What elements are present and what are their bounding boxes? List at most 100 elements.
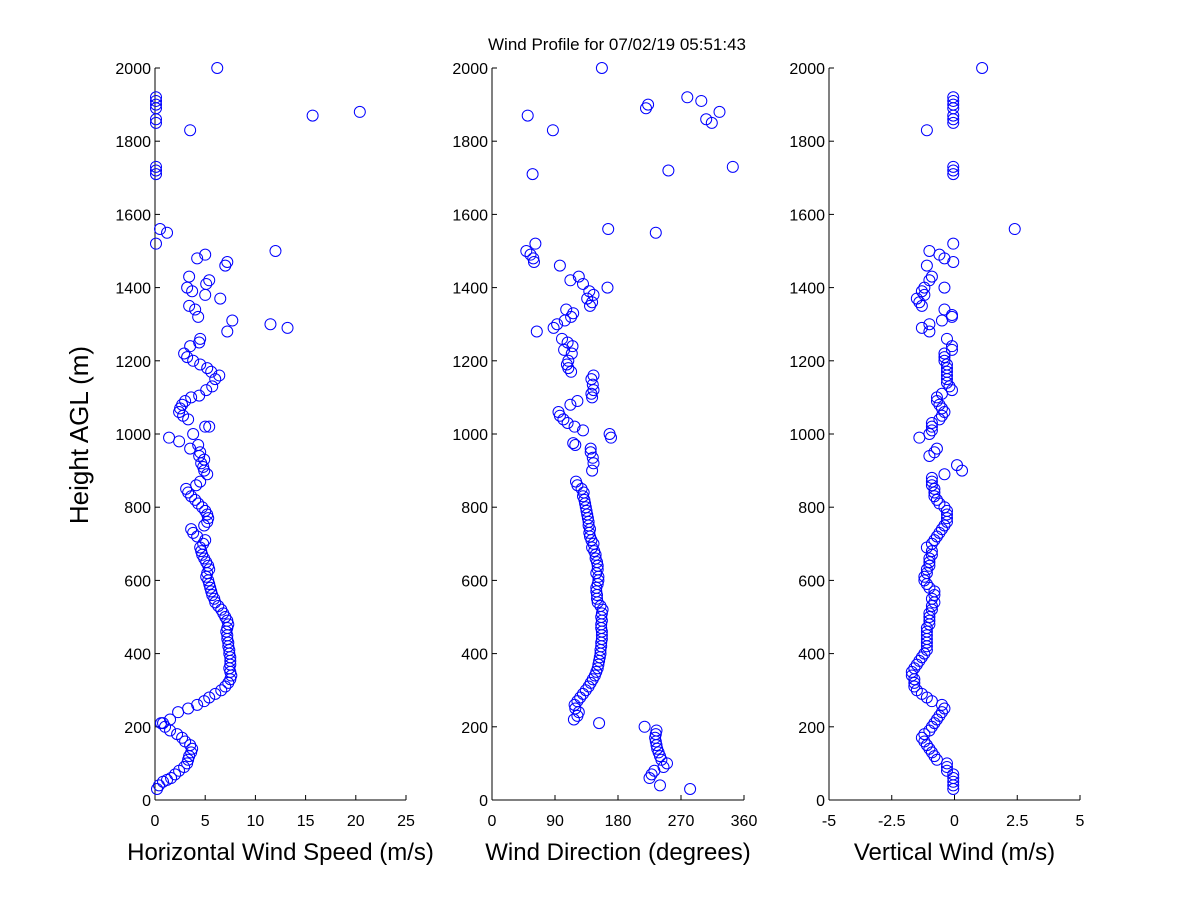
vertical-y-tick-label: 1800	[789, 134, 825, 151]
direction-data-point	[562, 354, 575, 367]
speed-data-point	[353, 105, 366, 118]
speed-y-tick-label: 1400	[115, 281, 151, 298]
speed-data-point	[171, 728, 184, 741]
speed-data-point	[191, 252, 204, 265]
direction-data-point	[649, 728, 662, 741]
speed-data-point	[157, 717, 170, 730]
direction-y-tick-label: 1200	[452, 354, 488, 371]
direction-data-point	[650, 724, 663, 737]
speed-data-point	[165, 772, 178, 785]
vertical-data-point	[947, 116, 960, 129]
vertical-data-point	[947, 772, 960, 785]
vertical-data-point	[938, 354, 951, 367]
direction-data-point	[654, 779, 666, 792]
speed-data-point	[184, 442, 197, 455]
direction-data-point	[584, 446, 597, 459]
direction-data-point	[586, 391, 599, 404]
vertical-y-tick-label: 800	[798, 500, 825, 517]
direction-data-point	[700, 113, 713, 126]
direction-y-tick-label: 0	[479, 793, 488, 810]
direction-data-point	[585, 373, 598, 386]
speed-data-point	[179, 395, 192, 408]
speed-y-tick-label: 800	[124, 500, 151, 517]
vertical-data-point	[947, 775, 960, 788]
vertical-data-point	[920, 259, 933, 272]
direction-data-point	[551, 318, 564, 331]
vertical-data-point	[943, 380, 956, 393]
vertical-y-tick-label: 2000	[789, 61, 825, 78]
vertical-data-point	[1008, 223, 1021, 236]
vertical-y-tick-label: 1000	[789, 427, 825, 444]
speed-data-point	[215, 684, 228, 697]
direction-data-point	[570, 475, 582, 488]
direction-data-point	[569, 702, 582, 715]
direction-y-tick-label: 1000	[452, 427, 488, 444]
vertical-y-tick-label: 1600	[789, 207, 825, 224]
vertical-data-point	[940, 761, 953, 774]
direction-data-point	[726, 160, 739, 173]
direction-data-point	[586, 378, 599, 391]
speed-data-point	[221, 255, 234, 268]
direction-data-point	[586, 464, 599, 477]
direction-x-tick-label: 180	[605, 813, 632, 830]
speed-data-point	[153, 779, 166, 792]
direction-data-point	[527, 252, 540, 265]
vertical-data-point	[920, 621, 933, 634]
vertical-data-point	[923, 245, 936, 257]
vertical-data-point	[945, 343, 958, 356]
vertical-data-point	[940, 332, 953, 345]
speed-x-axis-label: Horizontal Wind Speed (m/s)	[127, 839, 434, 866]
speed-data-point	[209, 687, 222, 700]
direction-data-point	[524, 248, 537, 261]
direction-data-point	[546, 124, 559, 137]
vertical-data-point	[923, 607, 936, 620]
vertical-data-point	[920, 629, 933, 642]
vertical-data-point	[938, 303, 951, 316]
direction-data-point	[571, 395, 584, 408]
vertical-x-tick-label: 5	[1076, 813, 1085, 830]
speed-data-point	[154, 223, 167, 236]
speed-y-tick-label: 0	[142, 793, 151, 810]
direction-data-point	[601, 281, 614, 294]
speed-data-point	[198, 519, 211, 532]
direction-data-point	[547, 321, 560, 334]
vertical-x-tick-label: 0	[950, 813, 959, 830]
direction-data-point	[645, 768, 658, 781]
vertical-data-point	[930, 493, 943, 506]
vertical-data-point	[920, 567, 933, 580]
direction-data-point	[572, 270, 585, 283]
direction-data-point	[577, 490, 589, 503]
vertical-y-tick-label: 1400	[789, 281, 825, 298]
vertical-data-point	[947, 98, 960, 111]
speed-data-point	[199, 534, 212, 547]
vertical-data-point	[925, 475, 938, 488]
speed-data-point	[150, 98, 163, 111]
direction-data-point	[577, 486, 590, 499]
speed-data-point	[226, 314, 239, 327]
vertical-data-point	[918, 574, 931, 587]
vertical-data-point	[947, 237, 960, 250]
vertical-data-point	[920, 625, 933, 638]
speed-data-point	[189, 493, 202, 506]
speed-data-point	[214, 292, 227, 305]
speed-data-point	[199, 504, 212, 517]
vertical-data-point	[935, 409, 948, 422]
direction-data-point	[587, 537, 600, 550]
direction-data-point	[521, 109, 534, 122]
speed-data-point	[281, 321, 294, 334]
speed-data-point	[150, 116, 163, 129]
vertical-data-point	[920, 563, 933, 576]
speed-data-point	[194, 332, 207, 345]
vertical-data-point	[923, 611, 936, 623]
direction-data-point	[585, 387, 598, 400]
vertical-data-point	[938, 351, 951, 364]
vertical-data-point	[923, 556, 936, 569]
vertical-data-point	[928, 490, 941, 503]
speed-data-point	[181, 351, 194, 364]
direction-y-tick-label: 200	[461, 720, 488, 737]
speed-y-tick-label: 2000	[115, 61, 151, 78]
speed-data-point	[213, 369, 226, 382]
speed-data-point	[194, 358, 207, 371]
vertical-data-point	[976, 62, 989, 74]
